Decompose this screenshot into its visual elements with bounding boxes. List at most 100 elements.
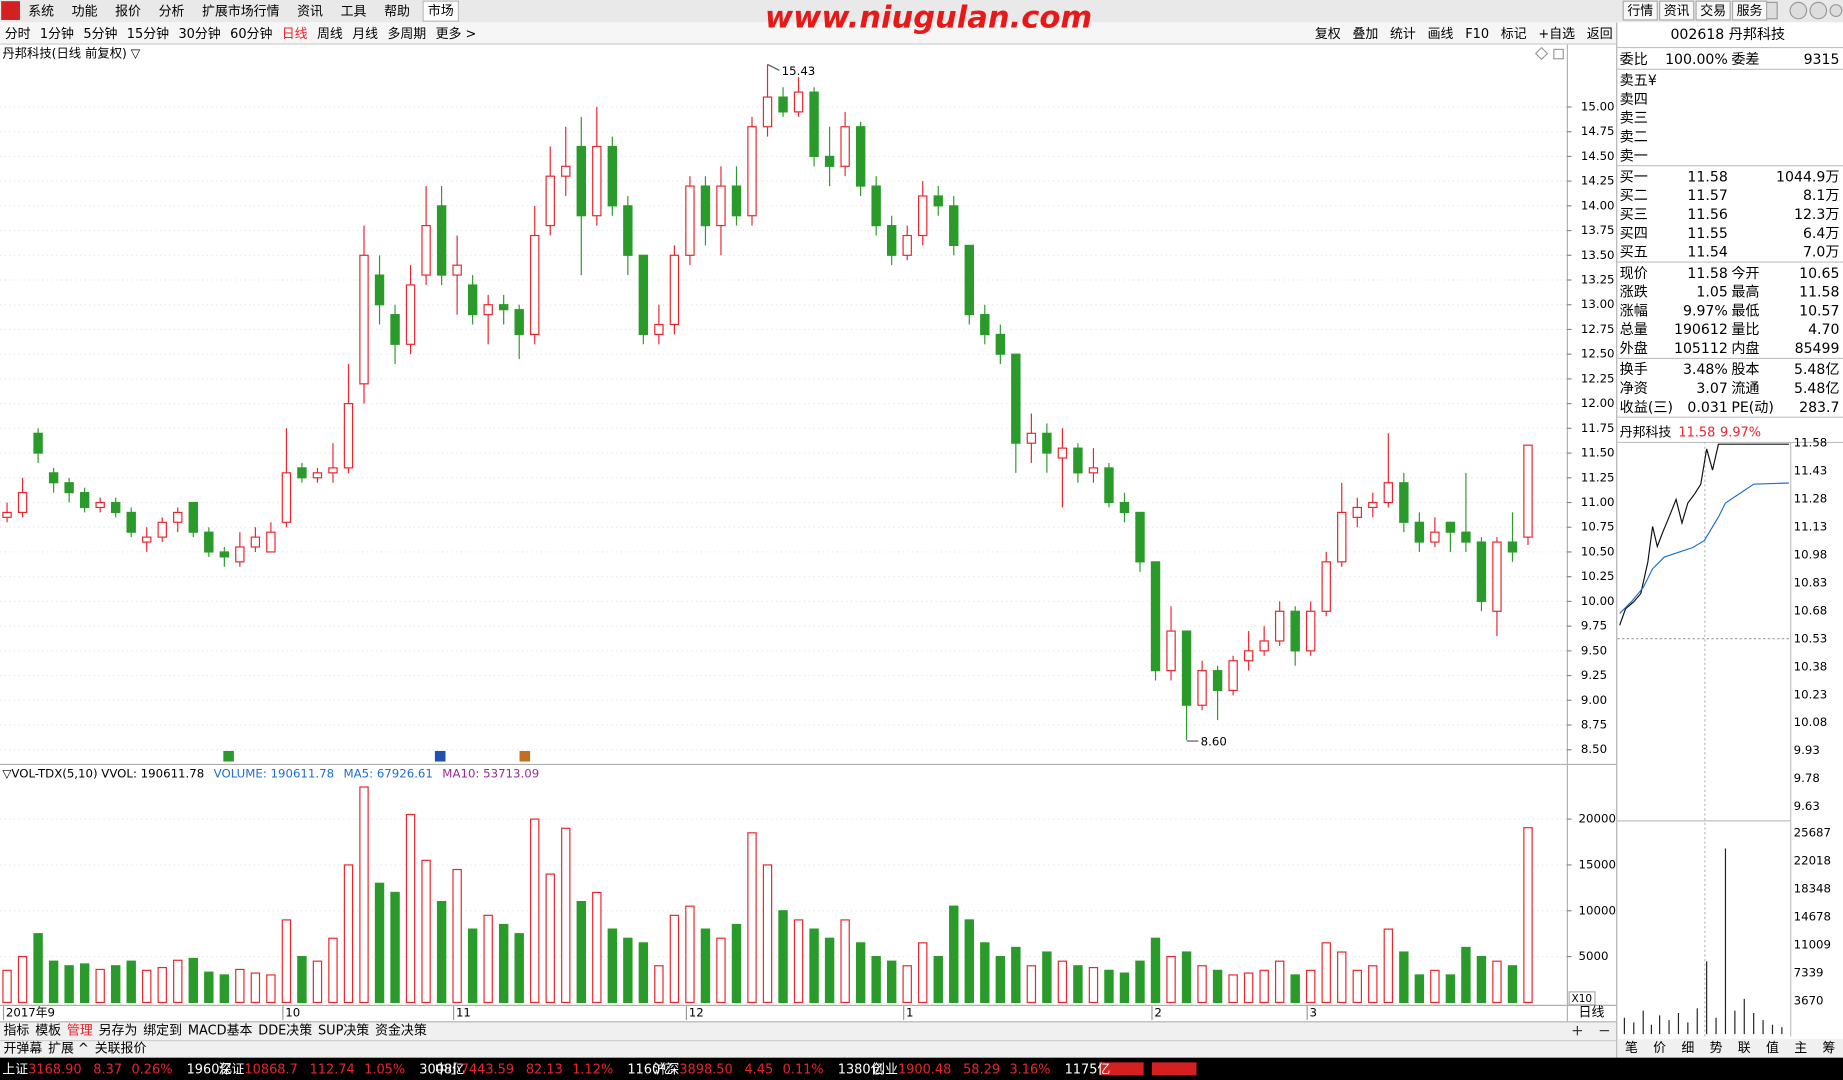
- quote-value: 11.58: [1687, 266, 1727, 282]
- volume-bar: [1430, 969, 1440, 1004]
- mini-tab[interactable]: 势: [1710, 1040, 1723, 1056]
- menu-item[interactable]: 帮助: [384, 4, 410, 19]
- y-tick-label: 9.75: [1581, 619, 1607, 633]
- chart-icon[interactable]: [1553, 48, 1564, 60]
- footer-tab[interactable]: 管理: [67, 1023, 93, 1038]
- quote-label: 换手: [1620, 361, 1648, 378]
- menu-item[interactable]: 功能: [72, 4, 98, 19]
- tool-tab[interactable]: 统计: [1390, 27, 1416, 42]
- quote-value: 0.031: [1687, 400, 1727, 416]
- event-icon[interactable]: [223, 750, 234, 762]
- mini-price-label: 10.08: [1794, 715, 1828, 729]
- footer-tab[interactable]: 另存为: [99, 1023, 138, 1038]
- top-button[interactable]: [1622, 0, 1658, 21]
- y-tick-label: 14.00: [1581, 198, 1615, 212]
- window-button[interactable]: [1809, 1, 1828, 20]
- candle-body: [530, 234, 540, 335]
- mini-tab[interactable]: 筹: [1822, 1040, 1835, 1056]
- period-tab[interactable]: 60分钟: [230, 26, 272, 42]
- top-button[interactable]: [1695, 0, 1731, 21]
- candle-body: [1507, 541, 1518, 553]
- quote-value: 3.07: [1696, 381, 1727, 397]
- mini-tab[interactable]: 笔: [1625, 1040, 1638, 1056]
- volume-bar: [995, 956, 1006, 1004]
- quote-value: 100.00%: [1665, 52, 1728, 68]
- quote-label: 量比: [1731, 322, 1759, 338]
- annotation-arrow: [767, 63, 780, 71]
- mini-tab[interactable]: 联: [1738, 1041, 1751, 1056]
- mini-tab[interactable]: 值: [1766, 1040, 1779, 1056]
- period-tab[interactable]: 15分钟: [127, 26, 169, 42]
- mini-tab[interactable]: 细: [1681, 1041, 1694, 1056]
- tool-tab[interactable]: 叠加: [1352, 27, 1378, 42]
- period-tab[interactable]: 5分钟: [83, 26, 117, 42]
- footer-link[interactable]: 扩展 ^: [48, 1041, 89, 1056]
- candle-body: [638, 254, 649, 335]
- volume-bar: [1383, 928, 1394, 1004]
- menu-item[interactable]: 系统: [28, 4, 54, 19]
- index-quote: 沪深3898.50 4.45 0.11% 1380亿: [654, 1062, 884, 1077]
- footer-tab[interactable]: 绑定到: [143, 1023, 182, 1038]
- footer-tab[interactable]: SUP决策: [318, 1022, 369, 1038]
- y-tick-label: 11.75: [1581, 421, 1615, 435]
- top-button-label[interactable]: 行情: [1627, 4, 1653, 19]
- footer-tab[interactable]: 指标: [4, 1023, 30, 1038]
- tool-tab[interactable]: 复权: [1315, 26, 1341, 42]
- volume-bar: [436, 901, 447, 1004]
- volume-bar: [700, 928, 711, 1004]
- top-button-label[interactable]: 服务: [1737, 3, 1763, 19]
- period-tab[interactable]: 30分钟: [178, 26, 220, 42]
- candle-body: [421, 225, 431, 276]
- volume-bar: [1507, 965, 1518, 1004]
- quote-label: 买五: [1620, 245, 1648, 261]
- y-tick-label: 10.25: [1581, 569, 1615, 583]
- index-amount: 1960亿: [187, 1062, 233, 1077]
- period-tab[interactable]: 周线: [317, 27, 343, 42]
- window-button[interactable]: [1789, 1, 1808, 20]
- tool-tab[interactable]: 画线: [1428, 27, 1454, 42]
- menu-item[interactable]: 扩展市场行情: [202, 3, 280, 19]
- tool-tab[interactable]: 返回: [1587, 27, 1613, 42]
- market-tab[interactable]: 市场: [428, 3, 454, 19]
- top-button-label[interactable]: 资讯: [1664, 4, 1690, 19]
- footer-tab[interactable]: MACD基本: [188, 1023, 253, 1038]
- menu-item[interactable]: 工具: [341, 4, 367, 19]
- period-tab[interactable]: 日线: [282, 27, 308, 42]
- window-button[interactable]: [1829, 4, 1843, 18]
- footer-link[interactable]: 关联报价: [95, 1041, 147, 1056]
- top-button[interactable]: [1659, 0, 1695, 21]
- x-tick-label: 3: [1310, 1006, 1317, 1020]
- menu-item[interactable]: 资讯: [297, 4, 323, 19]
- menu-bar: [0, 0, 1843, 23]
- menu-item[interactable]: 报价: [115, 4, 141, 19]
- period-tab[interactable]: 多周期: [387, 27, 426, 42]
- candle-body: [1368, 501, 1378, 509]
- quote-label: 买三: [1620, 207, 1648, 223]
- event-icon[interactable]: [519, 750, 531, 762]
- top-button[interactable]: [1731, 0, 1768, 21]
- period-tab[interactable]: 更多 >: [436, 27, 477, 42]
- period-tab[interactable]: 月线: [352, 27, 378, 42]
- footer-tab[interactable]: 资金决策: [375, 1022, 427, 1038]
- period-tab[interactable]: 1分钟: [40, 26, 74, 42]
- candle-body: [1197, 670, 1207, 706]
- top-button-label[interactable]: 交易: [1700, 3, 1726, 19]
- quote-value: 283.7: [1799, 400, 1839, 416]
- tool-tab[interactable]: +自选: [1538, 27, 1575, 42]
- period-tab[interactable]: 分时: [5, 27, 31, 42]
- event-icon[interactable]: [434, 750, 446, 762]
- footer-tab[interactable]: DDE决策: [258, 1022, 312, 1038]
- chart-icon[interactable]: [1534, 46, 1549, 61]
- mini-tab[interactable]: 主: [1794, 1041, 1807, 1056]
- volume-bar: [95, 968, 105, 1004]
- tool-tab[interactable]: 标记: [1501, 27, 1527, 42]
- quote-value: 11.58: [1687, 169, 1727, 185]
- quote-label: 现价: [1620, 266, 1648, 282]
- mini-tab[interactable]: 价: [1653, 1041, 1666, 1056]
- tool-tab[interactable]: F10: [1465, 27, 1489, 42]
- footer-tab[interactable]: 模板: [35, 1023, 61, 1038]
- footer-link[interactable]: 开弹幕: [4, 1041, 43, 1056]
- volume-bar: [1274, 960, 1285, 1004]
- menu-item[interactable]: 分析: [159, 4, 185, 19]
- index-change: 8.37: [93, 1062, 122, 1077]
